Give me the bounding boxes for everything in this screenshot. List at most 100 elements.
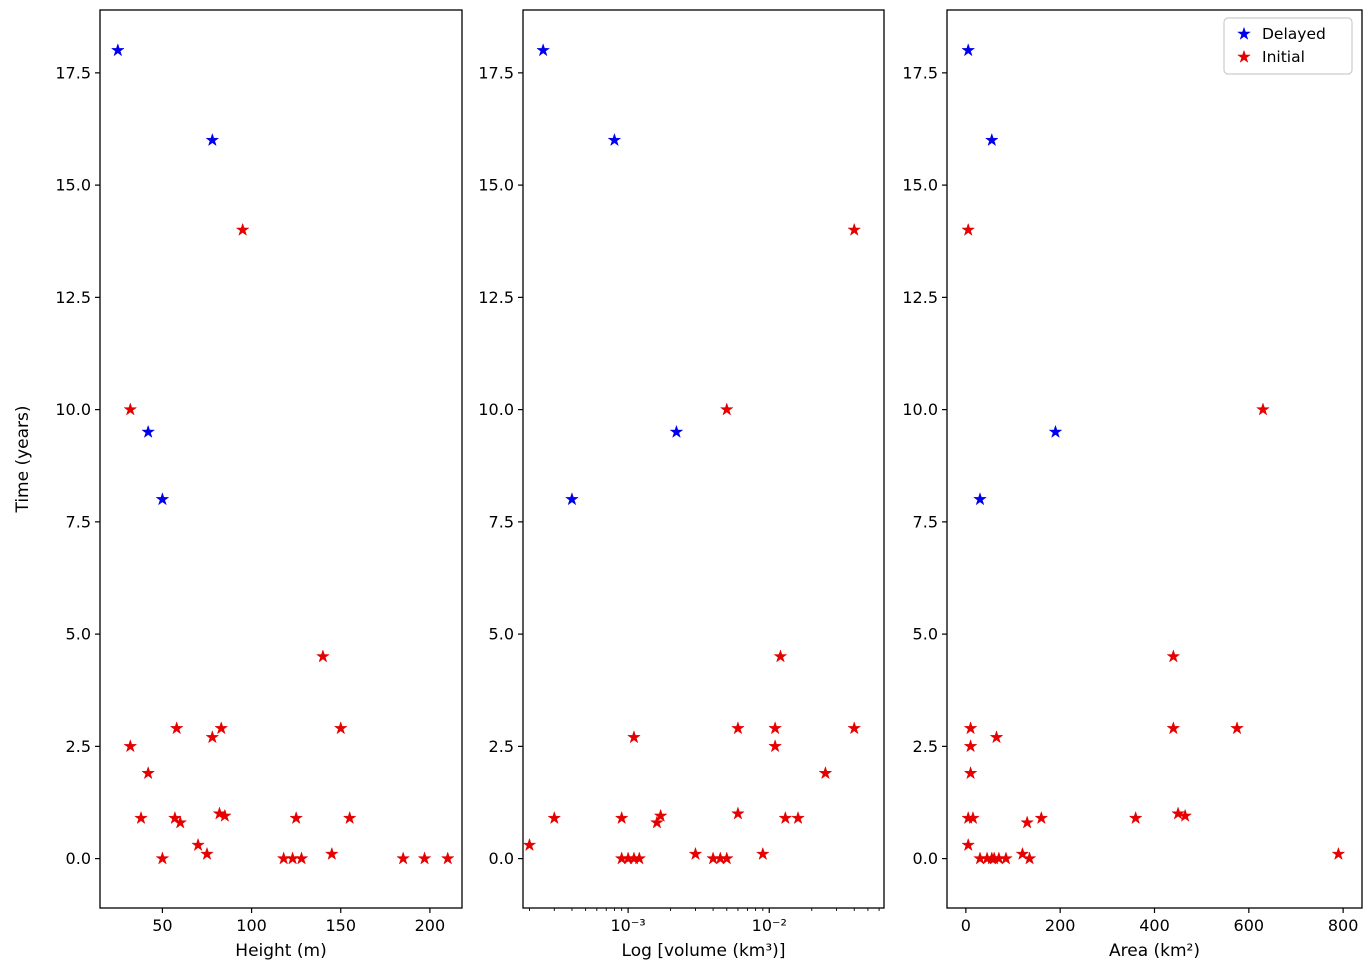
scatter-point <box>688 846 703 861</box>
y-tick-label: 5.0 <box>913 625 938 644</box>
scatter-point <box>547 810 562 825</box>
scatter-point <box>333 721 348 735</box>
axes-box <box>99 9 463 909</box>
scatter-point <box>847 721 862 735</box>
y-tick-label: 15.0 <box>478 176 514 195</box>
y-tick-label: 15.0 <box>55 176 91 195</box>
scatter-point <box>755 846 770 861</box>
scatter-point <box>134 810 148 825</box>
scatter-point <box>289 810 304 825</box>
y-tick-label: 17.5 <box>55 63 91 82</box>
scatter-point <box>536 43 551 57</box>
scatter-point <box>1178 808 1193 822</box>
scatter-point <box>719 402 734 416</box>
scatter-point <box>1166 649 1181 663</box>
subplot-1: 0.0 2.5 5.0 7.5 10.0 12.5 15.0 17.5 50 100 150 200 H… <box>13 9 463 961</box>
y-axis: 0.0 2.5 5.0 7.5 10.0 12.5 15.0 17.5 <box>902 63 947 868</box>
scatter-point <box>963 721 978 735</box>
scatter-point <box>773 649 788 663</box>
legend-marker-delayed-star-icon <box>1237 26 1251 40</box>
axes-box <box>522 9 885 909</box>
x-axis: 0 200 400 600 800 <box>961 908 1359 935</box>
scatter-point <box>235 222 250 236</box>
scatter-point <box>768 721 783 735</box>
x-tick-label: 10⁻² <box>752 916 787 935</box>
subplot-3: 0.0 2.5 5.0 7.5 10.0 12.5 15.0 17.5 0 200 400 600 80… <box>902 9 1363 961</box>
legend-label: Initial <box>1262 48 1305 66</box>
scatter-point <box>653 808 668 822</box>
x-tick-label: 400 <box>1139 916 1170 935</box>
scatter-point <box>791 810 806 825</box>
axes-box <box>946 9 1363 909</box>
scatter-point <box>173 815 188 829</box>
series-initial <box>522 222 862 865</box>
scatter-point <box>1166 721 1181 735</box>
x-axis-label: Log [volume (km³)] <box>622 941 786 961</box>
y-tick-label: 7.5 <box>489 512 514 531</box>
x-tick-label: 0 <box>961 916 971 935</box>
y-tick-label: 2.5 <box>913 737 938 756</box>
scatter-point <box>141 765 156 780</box>
scatter-point <box>205 730 220 744</box>
scatter-point <box>973 492 987 506</box>
x-axis-label: Area (km²) <box>1109 941 1200 961</box>
scatter-point <box>440 851 455 865</box>
y-tick-label: 10.0 <box>478 400 514 419</box>
scatter-point <box>110 43 125 57</box>
y-tick-label: 17.5 <box>902 63 938 82</box>
scatter-point <box>155 851 170 865</box>
scatter-point <box>141 424 156 438</box>
scatter-point <box>342 810 357 825</box>
x-tick-label: 10⁻³ <box>611 916 646 935</box>
scatter-point <box>123 402 138 416</box>
scatter-point <box>1048 424 1063 438</box>
scatter-point <box>627 730 641 744</box>
scatter-point <box>294 851 309 865</box>
series-initial <box>123 222 455 865</box>
scatter-point <box>214 721 229 735</box>
series-delayed <box>961 43 1063 506</box>
scatter-point <box>768 739 783 753</box>
scatter-point <box>1020 815 1035 829</box>
scatter-point <box>205 132 220 147</box>
scatter-point <box>123 739 138 753</box>
x-tick-label: 150 <box>325 916 356 935</box>
scatter-point <box>987 851 1002 865</box>
scatter-point <box>417 851 432 865</box>
scatter-point <box>818 765 833 780</box>
y-tick-label: 7.5 <box>66 512 91 531</box>
x-tick-label: 200 <box>1045 916 1076 935</box>
scatter-point <box>961 837 976 852</box>
legend: Delayed Initial <box>1223 17 1353 75</box>
scatter-point <box>731 721 745 735</box>
scatter-point <box>217 808 232 822</box>
x-tick-label: 800 <box>1328 916 1359 935</box>
y-tick-label: 0.0 <box>66 849 91 868</box>
legend-label: Delayed <box>1262 25 1326 43</box>
scatter-point <box>984 132 999 147</box>
scatter-point <box>1022 851 1037 865</box>
scatter-point <box>1256 402 1270 416</box>
x-tick-label: 200 <box>415 916 446 935</box>
x-axis: 10⁻³ 10⁻² <box>529 908 880 935</box>
scatter-point <box>1230 721 1244 735</box>
scatter-point <box>731 806 745 820</box>
scatter-point <box>169 721 184 735</box>
y-axis: 0.0 2.5 5.0 7.5 10.0 12.5 15.0 17.5 <box>478 63 523 868</box>
scatter-point <box>396 851 411 865</box>
scatter-point <box>965 810 980 825</box>
scatter-point <box>1331 846 1346 861</box>
scatter-point <box>614 810 629 825</box>
y-tick-label: 17.5 <box>478 63 514 82</box>
scatter-point <box>607 132 622 147</box>
scatter-point <box>649 815 664 829</box>
scatter-point <box>191 837 206 852</box>
y-tick-label: 7.5 <box>913 512 938 531</box>
series-initial <box>961 222 1346 865</box>
scatter-point <box>961 222 976 236</box>
scatter-point <box>989 730 1004 744</box>
scatter-point <box>961 43 976 57</box>
scatter-point <box>1128 810 1143 825</box>
scatter-point <box>778 810 793 825</box>
